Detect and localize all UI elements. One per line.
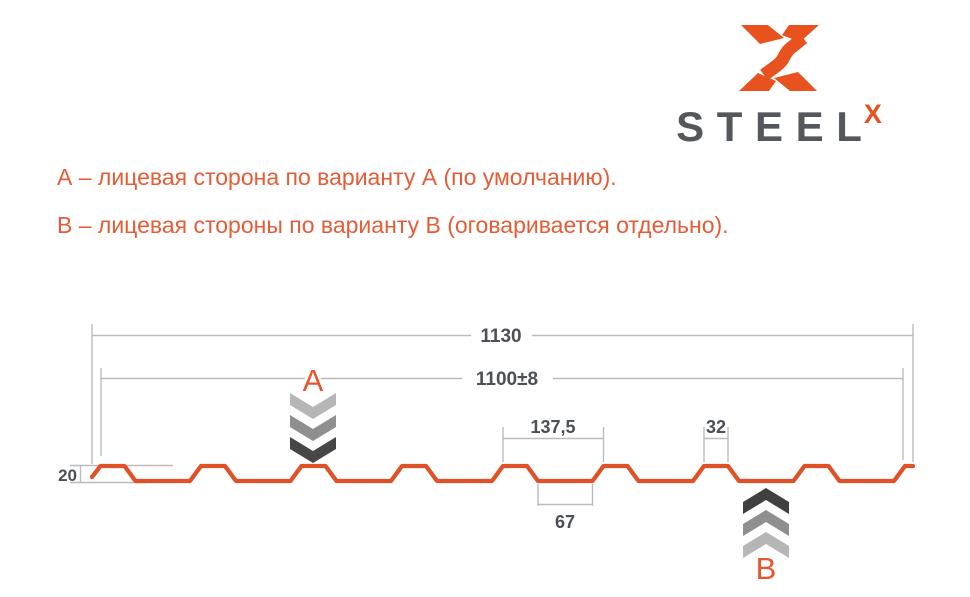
side-b-letter: B <box>756 551 777 586</box>
chevron-down-icon <box>290 415 336 441</box>
side-a-marker: A <box>290 361 336 463</box>
dim-overall-width-label: 1130 <box>480 326 521 347</box>
chevron-up-icon <box>743 532 789 558</box>
steelx-x-icon <box>739 25 819 91</box>
dim-valley-width: 67 <box>537 484 594 532</box>
dim-rib-pitch-label: 137,5 <box>530 417 575 437</box>
dim-overall-width: 1130 <box>91 324 914 464</box>
side-a-letter: A <box>303 363 324 398</box>
dim-working-width: 1100±8 <box>100 368 904 460</box>
chevron-up-icon <box>743 488 789 514</box>
dim-rib-top-width: 32 <box>703 417 729 462</box>
steelx-logo: STEEL X <box>648 24 910 148</box>
brand-wordmark: STEEL X <box>648 101 910 150</box>
chevron-up-icon <box>743 510 789 536</box>
chevron-down-icon <box>290 393 336 419</box>
brand-text: STEEL <box>676 103 875 150</box>
sheet-profile-outline <box>89 463 916 484</box>
chevron-down-icon <box>290 437 336 463</box>
side-b-marker: B <box>743 488 789 589</box>
dim-profile-height: 20 <box>58 464 173 485</box>
dim-rib-pitch: 137,5 <box>502 417 605 462</box>
dim-working-width-label: 1100±8 <box>476 369 538 390</box>
note-variant-a: А – лицевая сторона по варианту А (по ум… <box>57 164 617 190</box>
note-variant-b: В – лицевая стороны по варианту В (огова… <box>57 212 729 238</box>
dim-valley-width-label: 67 <box>555 512 575 532</box>
dim-rib-top-width-label: 32 <box>706 417 726 437</box>
dim-profile-height-label: 20 <box>58 466 77 485</box>
brand-sup-x: X <box>863 99 882 129</box>
